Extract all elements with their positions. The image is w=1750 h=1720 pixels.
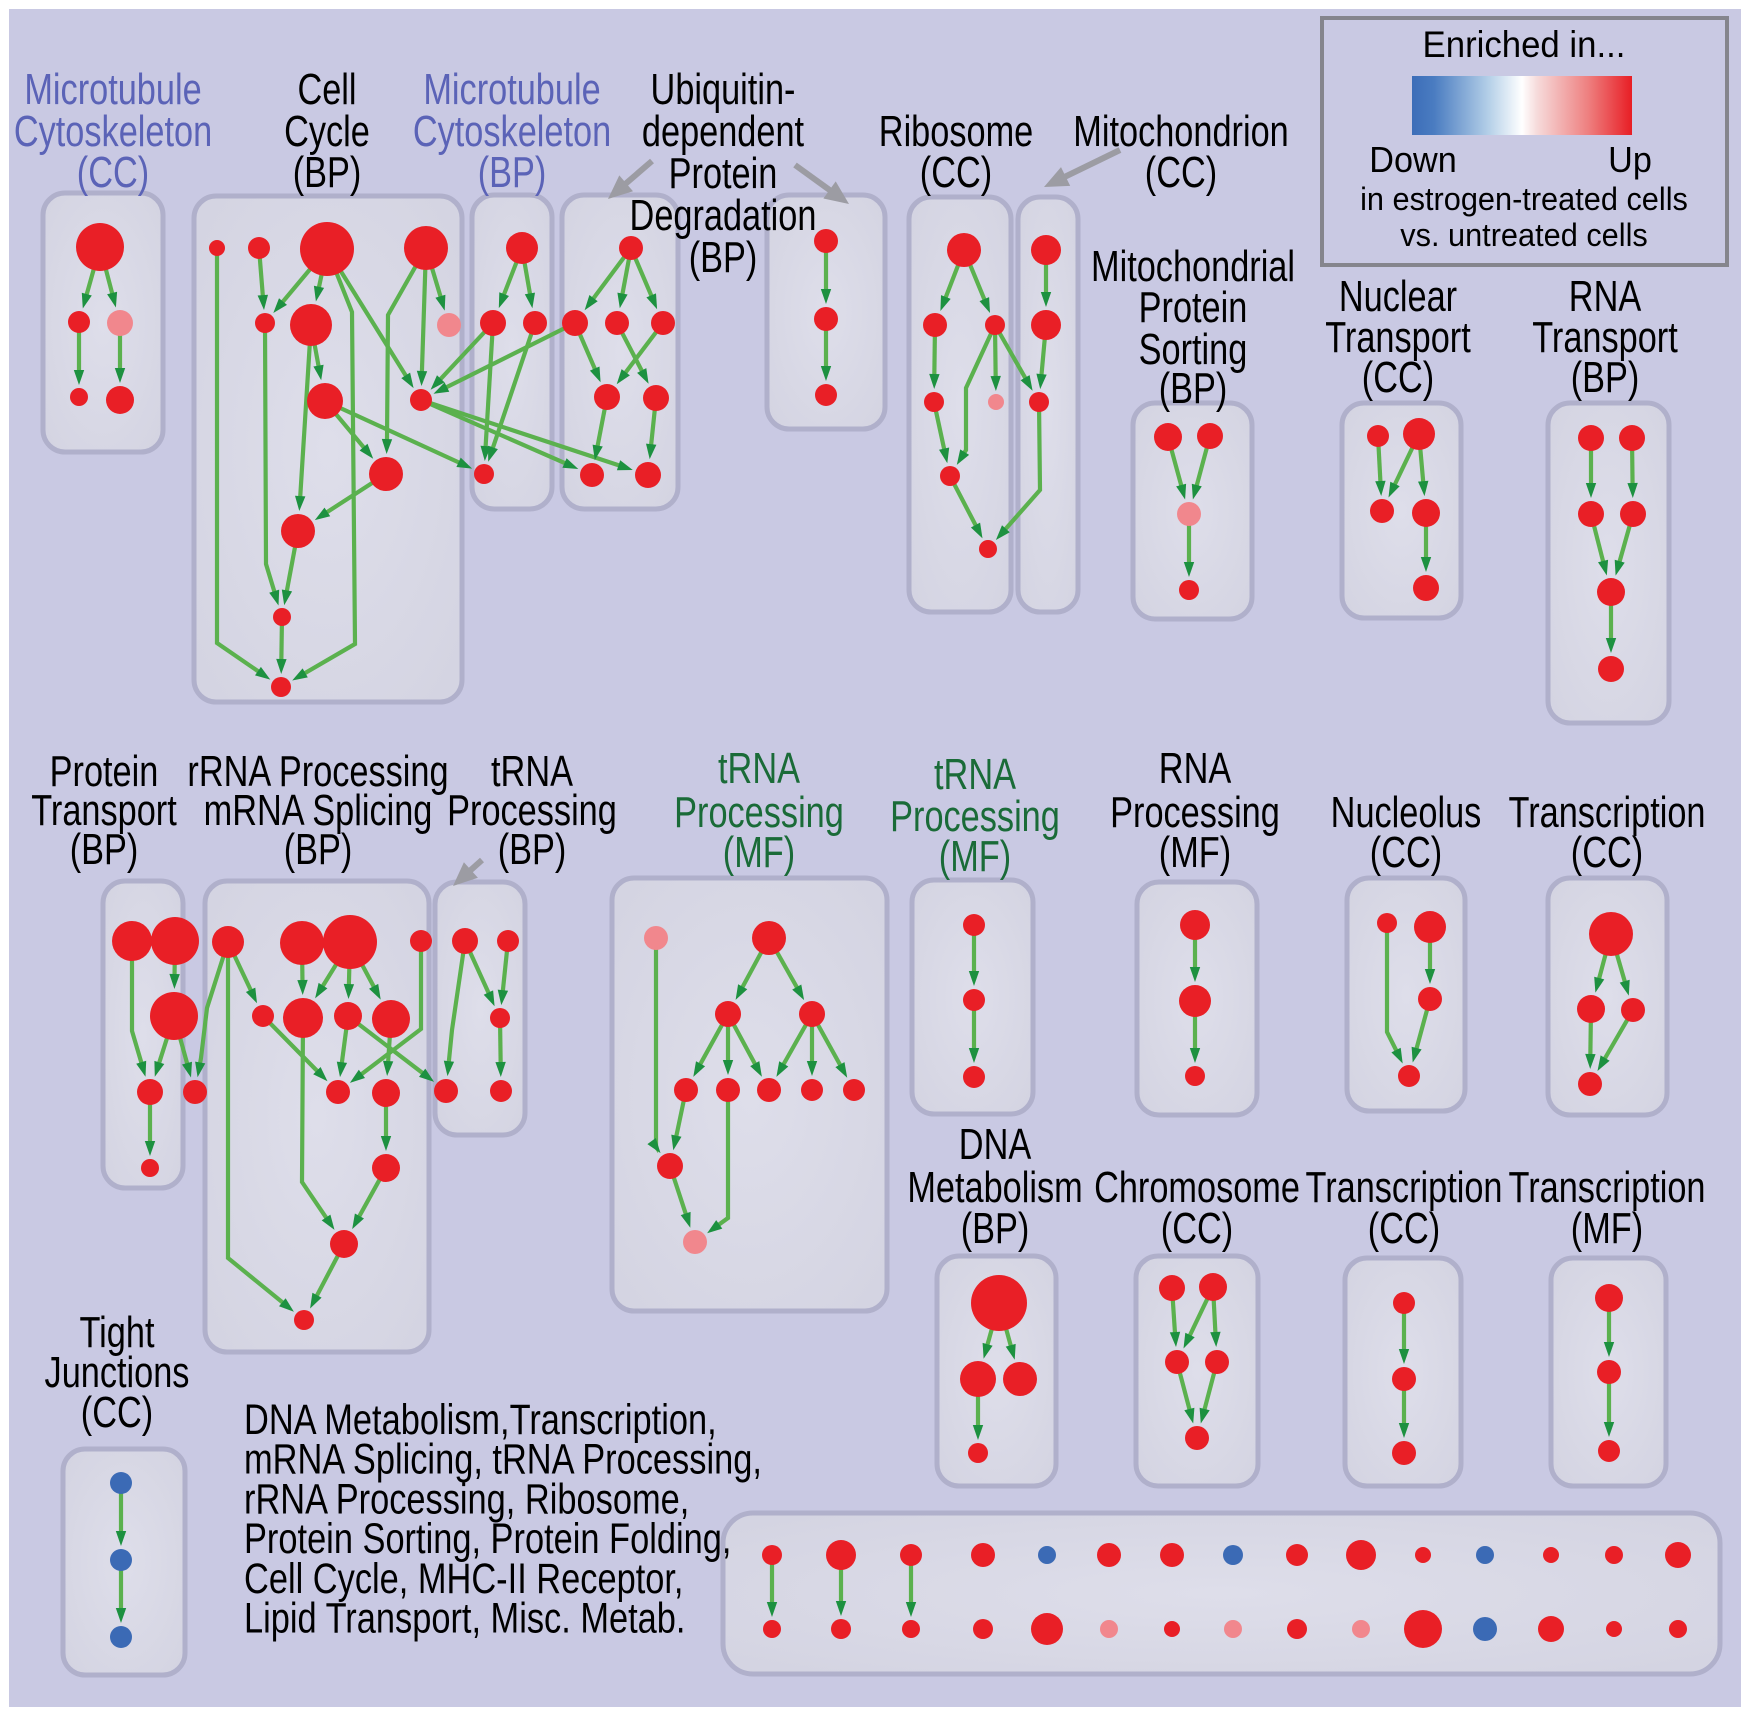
- svg-text:(CC): (CC): [1145, 148, 1217, 197]
- svg-text:Transport: Transport: [31, 786, 177, 835]
- svg-text:(CC): (CC): [1161, 1204, 1233, 1253]
- svg-text:(CC): (CC): [1362, 353, 1434, 402]
- svg-text:mRNA Splicing, tRNA Processing: mRNA Splicing, tRNA Processing,: [244, 1436, 762, 1483]
- svg-text:Down: Down: [1369, 140, 1456, 180]
- svg-text:Protein: Protein: [1139, 283, 1248, 332]
- svg-text:Nucleolus: Nucleolus: [1331, 788, 1482, 837]
- svg-text:Microtubule: Microtubule: [24, 65, 201, 114]
- svg-text:(CC): (CC): [1368, 1204, 1440, 1253]
- svg-text:Processing: Processing: [447, 786, 617, 835]
- svg-text:RNA: RNA: [1569, 272, 1642, 321]
- svg-text:Mitochondrion: Mitochondrion: [1073, 107, 1288, 156]
- svg-text:vs. untreated cells: vs. untreated cells: [1400, 217, 1648, 253]
- svg-text:dependent: dependent: [642, 107, 804, 156]
- svg-text:DNA: DNA: [959, 1120, 1032, 1169]
- svg-text:Mitochondrial: Mitochondrial: [1091, 242, 1295, 291]
- svg-text:Cell Cycle, MHC-II Receptor,: Cell Cycle, MHC-II Receptor,: [244, 1555, 683, 1602]
- svg-text:(MF): (MF): [1159, 828, 1231, 877]
- svg-text:(CC): (CC): [1370, 828, 1442, 877]
- svg-text:Transcription: Transcription: [1509, 788, 1706, 837]
- svg-text:(BP): (BP): [961, 1204, 1030, 1253]
- svg-text:(MF): (MF): [939, 832, 1011, 881]
- svg-text:(BP): (BP): [498, 825, 567, 874]
- svg-text:(BP): (BP): [1159, 364, 1228, 413]
- svg-text:Microtubule: Microtubule: [423, 65, 600, 114]
- svg-text:tRNA: tRNA: [718, 744, 801, 793]
- svg-text:Degradation: Degradation: [630, 191, 817, 240]
- svg-text:Chromosome: Chromosome: [1094, 1163, 1300, 1212]
- svg-text:DNA Metabolism,Transcription,: DNA Metabolism,Transcription,: [244, 1396, 717, 1443]
- svg-text:Tight: Tight: [80, 1308, 155, 1357]
- svg-text:Lipid Transport, Misc. Metab.: Lipid Transport, Misc. Metab.: [244, 1595, 685, 1642]
- svg-text:(CC): (CC): [77, 148, 149, 197]
- svg-text:Processing: Processing: [1110, 788, 1280, 837]
- svg-text:(CC): (CC): [920, 148, 992, 197]
- svg-text:(BP): (BP): [1571, 353, 1640, 402]
- svg-text:Processing: Processing: [890, 792, 1060, 841]
- svg-text:(BP): (BP): [284, 825, 353, 874]
- svg-text:Nuclear: Nuclear: [1339, 272, 1457, 321]
- svg-text:(BP): (BP): [293, 148, 362, 197]
- svg-text:Sorting: Sorting: [1139, 325, 1248, 374]
- svg-text:mRNA Splicing: mRNA Splicing: [204, 786, 433, 835]
- svg-text:Transport: Transport: [1532, 313, 1678, 362]
- svg-text:(MF): (MF): [723, 828, 795, 877]
- svg-text:Up: Up: [1608, 140, 1652, 180]
- svg-text:Protein: Protein: [669, 149, 778, 198]
- svg-text:tRNA: tRNA: [934, 750, 1017, 799]
- svg-text:Metabolism: Metabolism: [907, 1163, 1082, 1212]
- svg-text:Transcription: Transcription: [1306, 1163, 1503, 1212]
- svg-text:(BP): (BP): [478, 148, 547, 197]
- svg-text:(MF): (MF): [1571, 1204, 1643, 1253]
- svg-text:Processing: Processing: [674, 788, 844, 837]
- svg-text:Cytoskeleton: Cytoskeleton: [14, 107, 212, 156]
- svg-text:rRNA Processing: rRNA Processing: [187, 747, 448, 796]
- svg-text:Transcription: Transcription: [1509, 1163, 1706, 1212]
- svg-text:(CC): (CC): [81, 1388, 153, 1437]
- svg-text:Protein: Protein: [50, 747, 159, 796]
- svg-text:RNA: RNA: [1159, 744, 1232, 793]
- svg-text:Protein Sorting, Protein Foldi: Protein Sorting, Protein Folding,: [244, 1516, 731, 1563]
- svg-text:(CC): (CC): [1571, 828, 1643, 877]
- svg-text:tRNA: tRNA: [491, 747, 574, 796]
- svg-text:(BP): (BP): [689, 233, 758, 282]
- svg-text:(BP): (BP): [70, 825, 139, 874]
- svg-text:Junctions: Junctions: [45, 1348, 190, 1397]
- svg-text:Ribosome: Ribosome: [879, 107, 1033, 156]
- svg-text:rRNA Processing, Ribosome,: rRNA Processing, Ribosome,: [244, 1476, 689, 1523]
- svg-text:in estrogen-treated cells: in estrogen-treated cells: [1360, 181, 1688, 217]
- svg-text:Cytoskeleton: Cytoskeleton: [413, 107, 611, 156]
- svg-text:Enriched in...: Enriched in...: [1423, 24, 1626, 65]
- svg-text:Cycle: Cycle: [284, 107, 370, 156]
- svg-text:Cell: Cell: [297, 65, 356, 114]
- svg-text:Transport: Transport: [1325, 313, 1471, 362]
- svg-text:Ubiquitin-: Ubiquitin-: [651, 65, 796, 114]
